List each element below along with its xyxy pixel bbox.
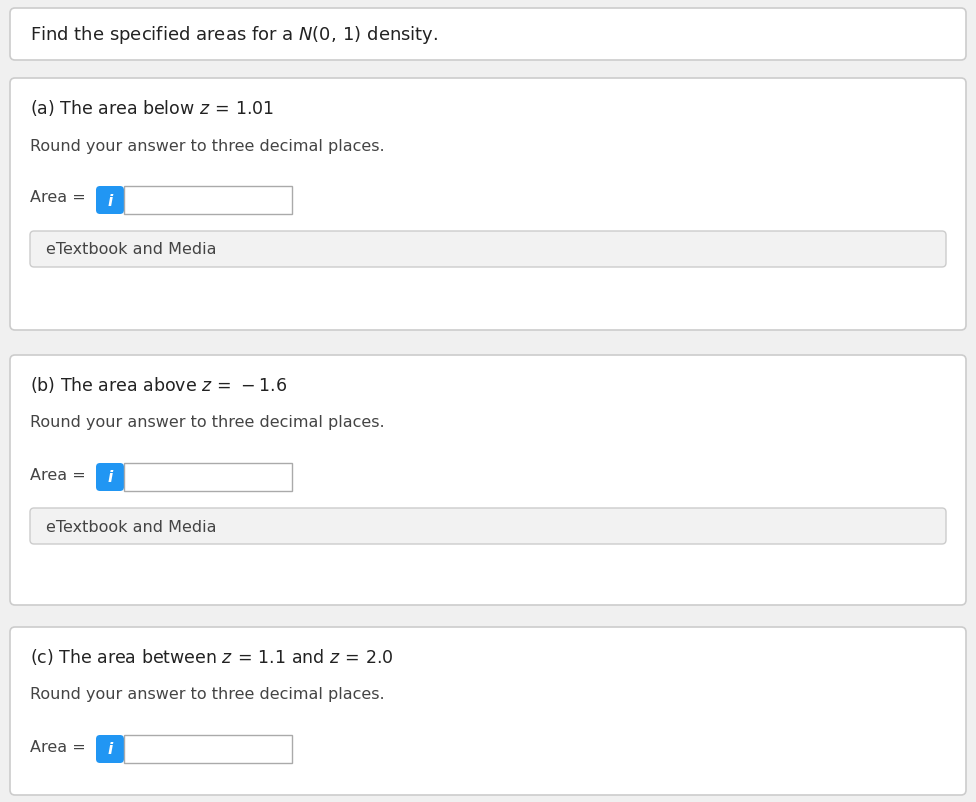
FancyBboxPatch shape — [124, 735, 292, 763]
FancyBboxPatch shape — [96, 186, 124, 214]
FancyBboxPatch shape — [124, 186, 292, 214]
FancyBboxPatch shape — [10, 355, 966, 605]
FancyBboxPatch shape — [10, 627, 966, 795]
Text: eTextbook and Media: eTextbook and Media — [46, 520, 217, 534]
Text: i: i — [107, 193, 112, 209]
Text: Area =: Area = — [30, 739, 86, 755]
Text: Round your answer to three decimal places.: Round your answer to three decimal place… — [30, 415, 385, 431]
Text: (c) The area between $z\, =\, 1.1$ and $z\, =\, 2.0$: (c) The area between $z\, =\, 1.1$ and $… — [30, 647, 393, 667]
Text: i: i — [107, 471, 112, 485]
Text: eTextbook and Media: eTextbook and Media — [46, 242, 217, 257]
Text: Round your answer to three decimal places.: Round your answer to three decimal place… — [30, 687, 385, 703]
Text: Round your answer to three decimal places.: Round your answer to three decimal place… — [30, 139, 385, 153]
Text: (a) The area below $z\, =\, 1.01$: (a) The area below $z\, =\, 1.01$ — [30, 98, 274, 118]
Text: Area =: Area = — [30, 468, 86, 483]
FancyBboxPatch shape — [124, 463, 292, 491]
FancyBboxPatch shape — [30, 231, 946, 267]
Text: i: i — [107, 743, 112, 758]
Text: Area =: Area = — [30, 191, 86, 205]
FancyBboxPatch shape — [10, 78, 966, 330]
FancyBboxPatch shape — [96, 463, 124, 491]
Text: (b) The area above $z\, =\, -1.6$: (b) The area above $z\, =\, -1.6$ — [30, 375, 287, 395]
FancyBboxPatch shape — [96, 735, 124, 763]
Text: Find the specified areas for a $N(0,\,1)$ density.: Find the specified areas for a $N(0,\,1)… — [30, 24, 438, 46]
FancyBboxPatch shape — [30, 508, 946, 544]
FancyBboxPatch shape — [10, 8, 966, 60]
